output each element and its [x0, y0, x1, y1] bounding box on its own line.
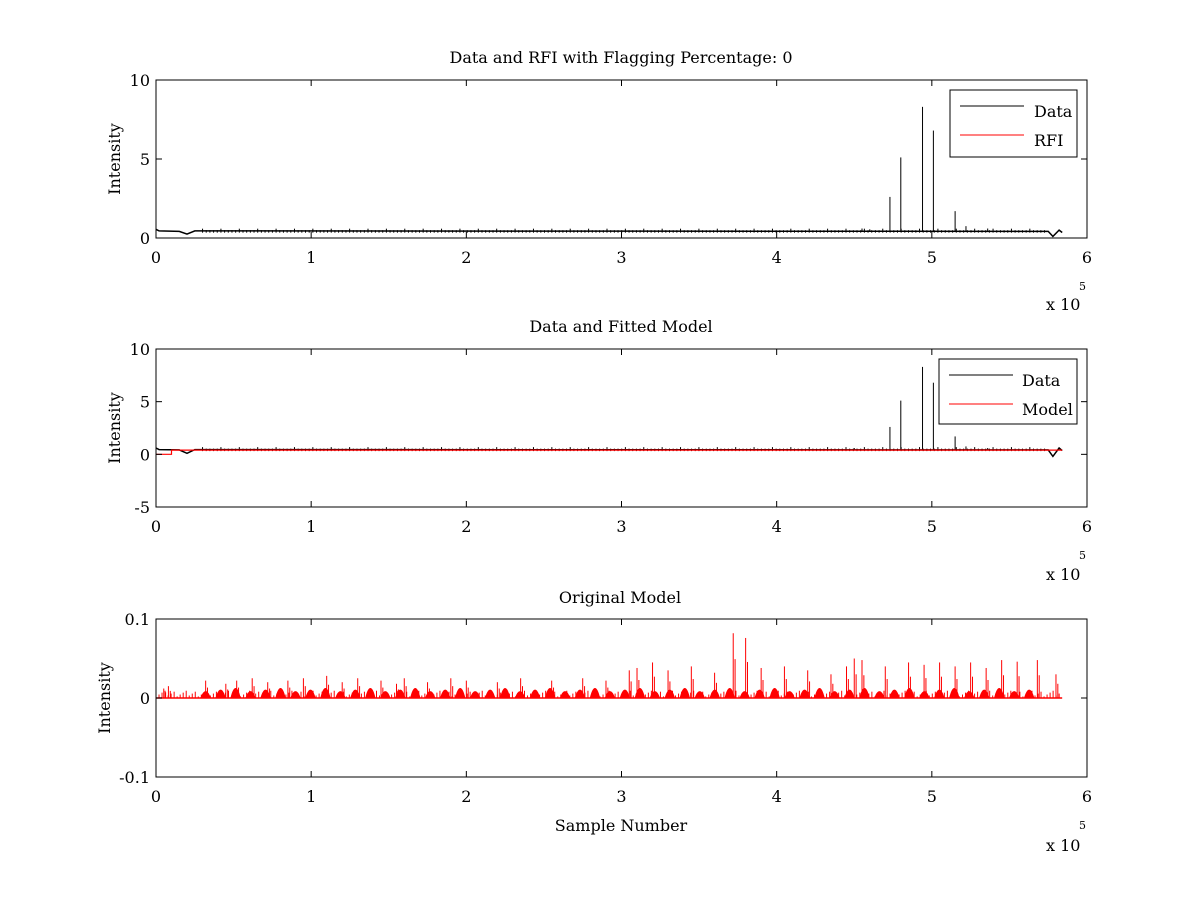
- x-tick-label: 5: [927, 248, 937, 267]
- x-tick-label: 3: [616, 517, 626, 536]
- x-tick-label: 2: [461, 248, 471, 267]
- x-tick-label: 6: [1082, 517, 1092, 536]
- panel-3-xlabel: Sample Number: [555, 816, 688, 835]
- panel-3-title: Original Model: [559, 588, 681, 607]
- panel-1-x-multiplier-exponent: 5: [1079, 280, 1086, 293]
- panel-3-x-multiplier-base: x 10: [1046, 836, 1080, 855]
- x-tick-label: 4: [772, 248, 782, 267]
- panel-3-ticks: 0 1 2 3 4 5 6-0.100.1: [119, 610, 1092, 806]
- panel-1-legend-box: [949, 89, 1078, 158]
- panel-2-ylabel: Intensity: [105, 392, 124, 464]
- y-tick-label: 5: [140, 393, 150, 412]
- y-tick-label: 0: [140, 689, 150, 708]
- x-tick-label: 1: [306, 787, 316, 806]
- panel-1-legend-label-rfi: RFI: [1034, 131, 1063, 150]
- series-model-line: [156, 449, 1063, 455]
- panel-1-x-multiplier-base: x 10: [1046, 295, 1080, 314]
- y-tick-label: 0.1: [125, 610, 150, 629]
- x-tick-label: 6: [1082, 787, 1092, 806]
- panel-3-x-multiplier: x 10 5: [1046, 819, 1086, 855]
- series-model-hump: [874, 691, 885, 699]
- x-tick-label: 4: [772, 517, 782, 536]
- series-model-hump: [889, 689, 900, 699]
- x-tick-label: 0: [151, 787, 161, 806]
- y-tick-label: 0: [140, 445, 150, 464]
- panel-2-plot-area: [155, 366, 1063, 458]
- panel-1-ticks: 0 1 2 3 4 5 6 0 5 10: [130, 71, 1092, 267]
- panel-2-legend-label-data: Data: [1022, 371, 1061, 390]
- y-tick-label: -5: [134, 498, 150, 517]
- panel-1-title: Data and RFI with Flagging Percentage: 0: [449, 48, 792, 67]
- y-tick-label: -0.1: [119, 768, 150, 787]
- panel-2-x-multiplier-exponent: 5: [1079, 549, 1086, 562]
- panel-1: Data and RFI with Flagging Percentage: 0…: [105, 48, 1092, 314]
- x-tick-label: 3: [616, 248, 626, 267]
- panel-3-ylabel: Intensity: [95, 662, 114, 734]
- panel-2-x-multiplier: x 10 5: [1046, 549, 1086, 584]
- x-tick-label: 3: [616, 787, 626, 806]
- y-tick-label: 5: [140, 150, 150, 169]
- panel-1-ylabel: Intensity: [105, 123, 124, 195]
- y-tick-label: 10: [130, 71, 150, 90]
- x-tick-label: 6: [1082, 248, 1092, 267]
- panel-2-title: Data and Fitted Model: [529, 317, 712, 336]
- x-tick-label: 2: [461, 787, 471, 806]
- panel-3-plot-area: [155, 633, 1063, 699]
- x-tick-label: 1: [306, 517, 316, 536]
- panel-1-plot-area: [155, 106, 1063, 238]
- x-tick-label: 4: [772, 787, 782, 806]
- panel-2-legend-box: [938, 358, 1078, 425]
- y-tick-label: 0: [140, 229, 150, 248]
- series-model-hump: [365, 688, 376, 699]
- series-model-hump: [844, 689, 855, 699]
- x-tick-label: 5: [927, 517, 937, 536]
- panel-3-x-multiplier-exponent: 5: [1079, 819, 1086, 832]
- x-tick-label: 5: [927, 787, 937, 806]
- panel-1-x-multiplier: x 10 5: [1046, 280, 1086, 314]
- panel-1-legend-label-data: Data: [1034, 102, 1073, 121]
- x-tick-label: 2: [461, 517, 471, 536]
- panel-1-legend: Data RFI: [949, 89, 1078, 158]
- y-tick-label: 10: [130, 340, 150, 359]
- x-tick-label: 0: [151, 248, 161, 267]
- series-data-baseline: [155, 228, 1063, 238]
- panel-2: Data and Fitted Model Intensity 0 1 2 3 4 5 6 -…: [105, 317, 1092, 584]
- series-model-hump: [529, 689, 541, 699]
- panel-2-legend-label-model: Model: [1022, 400, 1073, 419]
- panel-2-x-multiplier-base: x 10: [1046, 565, 1080, 584]
- panel-2-legend: Data Model: [938, 358, 1078, 425]
- x-tick-label: 0: [151, 517, 161, 536]
- panel-3: Original Model Intensity 0 1 2 3 4 5 6-0.100.1…: [95, 588, 1092, 855]
- x-tick-label: 1: [306, 248, 316, 267]
